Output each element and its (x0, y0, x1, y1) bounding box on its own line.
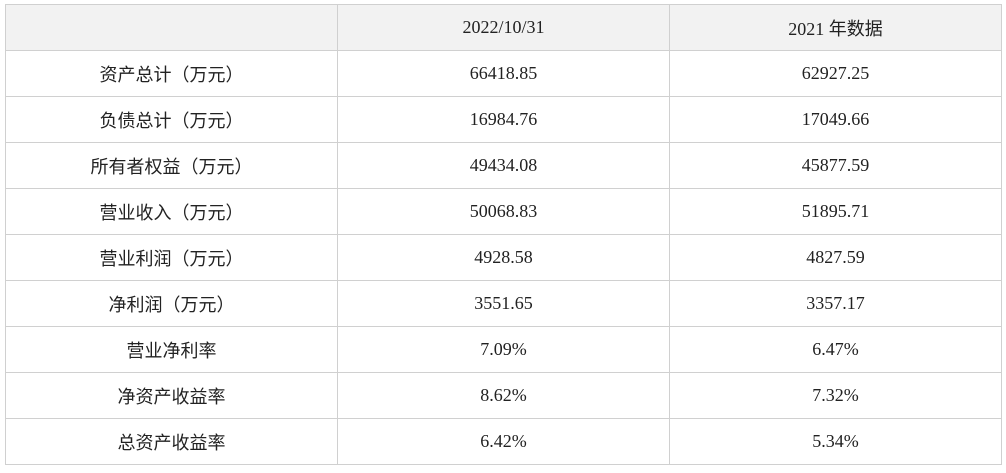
row-label: 营业净利率 (5, 326, 338, 373)
row-label: 负债总计（万元） (5, 96, 338, 143)
table-cell: 4928.58 (337, 234, 670, 281)
table-row: 所有者权益（万元） 49434.08 45877.59 (5, 142, 1002, 189)
row-label: 净利润（万元） (5, 280, 338, 327)
table-cell: 62927.25 (669, 50, 1002, 97)
table-row: 营业利润（万元） 4928.58 4827.59 (5, 234, 1002, 281)
column-header: 2022/10/31 (337, 4, 670, 51)
table-cell: 4827.59 (669, 234, 1002, 281)
table-row: 资产总计（万元） 66418.85 62927.25 (5, 50, 1002, 97)
row-label: 营业利润（万元） (5, 234, 338, 281)
table-cell: 49434.08 (337, 142, 670, 189)
table-cell: 7.09% (337, 326, 670, 373)
header-cell (5, 4, 338, 51)
table-cell: 16984.76 (337, 96, 670, 143)
table-cell: 7.32% (669, 372, 1002, 419)
table-body: 2022/10/31 2021 年数据 资产总计（万元） 66418.85 62927… (5, 4, 1002, 465)
header-row: 2022/10/31 2021 年数据 (5, 4, 1002, 51)
row-label: 总资产收益率 (5, 418, 338, 465)
table-row: 营业净利率 7.09% 6.47% (5, 326, 1002, 373)
row-label: 净资产收益率 (5, 372, 338, 419)
row-label: 所有者权益（万元） (5, 142, 338, 189)
column-header: 2021 年数据 (669, 4, 1002, 51)
table-cell: 8.62% (337, 372, 670, 419)
table-cell: 6.47% (669, 326, 1002, 373)
table-row: 负债总计（万元） 16984.76 17049.66 (5, 96, 1002, 143)
table-cell: 45877.59 (669, 142, 1002, 189)
table-row: 净资产收益率 8.62% 7.32% (5, 372, 1002, 419)
table-cell: 17049.66 (669, 96, 1002, 143)
table-cell: 50068.83 (337, 188, 670, 235)
table-cell: 51895.71 (669, 188, 1002, 235)
table-cell: 5.34% (669, 418, 1002, 465)
data-table: 2022/10/31 2021 年数据 资产总计（万元） 66418.85 62927… (5, 4, 1002, 465)
table-row: 营业收入（万元） 50068.83 51895.71 (5, 188, 1002, 235)
row-label: 资产总计（万元） (5, 50, 338, 97)
table-cell: 66418.85 (337, 50, 670, 97)
table-cell: 3357.17 (669, 280, 1002, 327)
table-row: 总资产收益率 6.42% 5.34% (5, 418, 1002, 465)
row-label: 营业收入（万元） (5, 188, 338, 235)
table-cell: 6.42% (337, 418, 670, 465)
table-cell: 3551.65 (337, 280, 670, 327)
table-row: 净利润（万元） 3551.65 3357.17 (5, 280, 1002, 327)
